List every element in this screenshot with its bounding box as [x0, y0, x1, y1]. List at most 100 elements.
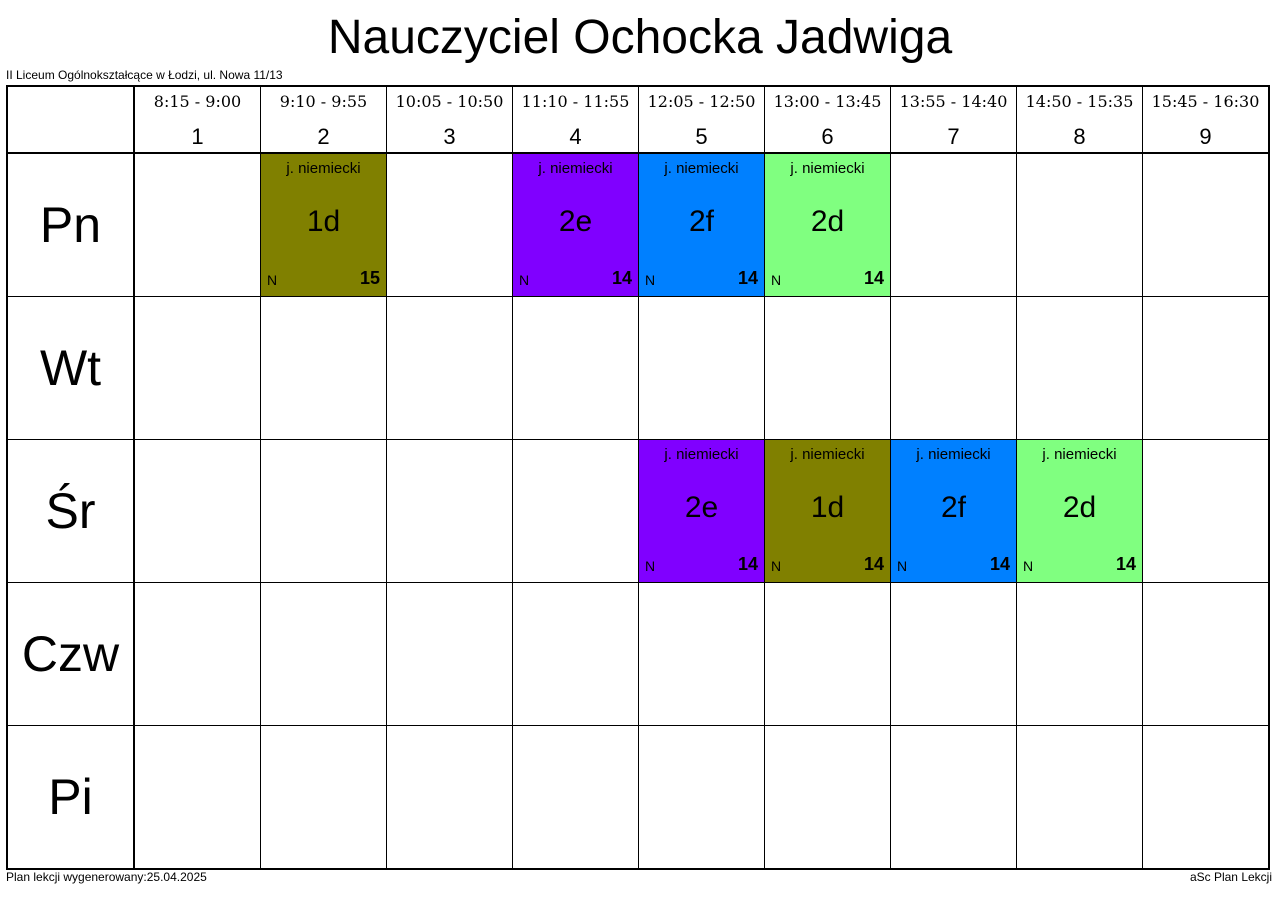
timetable-cell [512, 725, 639, 870]
timetable-cell [1142, 582, 1270, 726]
timetable-cell [890, 152, 1017, 297]
timetable-cell [386, 152, 513, 297]
timetable-cell [764, 296, 891, 440]
lesson-card: j. niemiecki 1d N 15 [261, 154, 386, 296]
timetable-cell: j. niemiecki 1d N 14 [764, 439, 891, 583]
period-number: 8 [1073, 124, 1086, 149]
day-row: Wt [6, 296, 1270, 440]
page-title: Nauczyciel Ochocka Jadwiga [327, 11, 953, 64]
period-time: 15:45 - 16:30 [1151, 92, 1260, 111]
timetable-cell: j. niemiecki 2e N 14 [512, 152, 639, 297]
timetable-cell [1016, 152, 1143, 297]
lesson-card: j. niemiecki 2d N 14 [1017, 440, 1142, 582]
timetable-cell: j. niemiecki 2f N 14 [638, 152, 765, 297]
timetable-cell [890, 296, 1017, 440]
period-time: 12:05 - 12:50 [647, 92, 756, 111]
timetable-cell [764, 582, 891, 726]
timetable-cell [1142, 296, 1270, 440]
timetable-cell [638, 296, 765, 440]
timetable-cell [133, 152, 261, 297]
lesson-group: N [771, 272, 782, 288]
period-header: 12:05 - 12:50 5 [638, 85, 765, 154]
timetable-cell [638, 582, 765, 726]
lesson-class: 2e [684, 491, 719, 524]
period-time: 9:10 - 9:55 [279, 92, 368, 111]
period-number: 7 [947, 124, 960, 149]
timetable-cell: j. niemiecki 2e N 14 [638, 439, 765, 583]
timetable-cell [386, 725, 513, 870]
day-row: Czw [6, 582, 1270, 726]
lesson-group: N [771, 558, 782, 574]
timetable-cell [1142, 725, 1270, 870]
period-time: 13:00 - 13:45 [773, 92, 882, 111]
school-name: II Liceum Ogólnokształcące w Łodzi, ul. … [6, 68, 283, 82]
period-time: 8:15 - 9:00 [153, 92, 242, 111]
timetable-cell [260, 725, 387, 870]
timetable-cell [386, 439, 513, 583]
period-time: 11:10 - 11:55 [521, 92, 630, 111]
period-header: 13:55 - 14:40 7 [890, 85, 1017, 154]
software-name: aSc Plan Lekcji [1189, 870, 1272, 884]
timetable-cell [638, 725, 765, 870]
timetable-cell [890, 582, 1017, 726]
lesson-room: 14 [737, 554, 758, 574]
lesson-subject: j. niemiecki [790, 160, 865, 177]
lesson-subject: j. niemiecki [538, 160, 613, 177]
timetable-cell: j. niemiecki 2d N 14 [1016, 439, 1143, 583]
lesson-room: 14 [737, 268, 758, 288]
lesson-card: j. niemiecki 2d N 14 [765, 154, 890, 296]
lesson-class: 2f [688, 205, 715, 238]
lesson-card: j. niemiecki 2f N 14 [891, 440, 1016, 582]
period-header-row: 8:15 - 9:00 1 9:10 - 9:55 2 10:05 - 10:50 3 11… [6, 85, 1270, 154]
timetable-cell [512, 439, 639, 583]
lesson-card: j. niemiecki 2e N 14 [513, 154, 638, 296]
day-label: Czw [6, 582, 135, 726]
period-number: 5 [695, 124, 708, 149]
timetable: 8:15 - 9:00 1 9:10 - 9:55 2 10:05 - 10:50 3 11… [6, 85, 1270, 870]
timetable-cell [764, 725, 891, 870]
lesson-class: 2d [1062, 491, 1097, 524]
lesson-subject: j. niemiecki [916, 446, 991, 463]
lesson-class: 2f [940, 491, 967, 524]
lesson-card: j. niemiecki 1d N 14 [765, 440, 890, 582]
timetable-cell [386, 296, 513, 440]
timetable-cell [512, 296, 639, 440]
day-label: Pn [6, 152, 135, 297]
day-label: Śr [6, 439, 135, 583]
day-label: Pi [6, 725, 135, 870]
timetable-cell [133, 725, 261, 870]
lesson-card: j. niemiecki 2f N 14 [639, 154, 764, 296]
timetable-cell [260, 439, 387, 583]
lesson-class: 2d [810, 205, 845, 238]
lesson-subject: j. niemiecki [1042, 446, 1117, 463]
lesson-group: N [1023, 558, 1034, 574]
period-header: 11:10 - 11:55 4 [512, 85, 639, 154]
lesson-room: 14 [863, 268, 884, 288]
lesson-group: N [645, 558, 656, 574]
timetable-cell [1016, 296, 1143, 440]
corner-cell [6, 85, 135, 154]
timetable-cell [1016, 582, 1143, 726]
period-number: 2 [317, 124, 330, 149]
lesson-group: N [519, 272, 530, 288]
timetable-cell: j. niemiecki 2d N 14 [764, 152, 891, 297]
lesson-subject: j. niemiecki [790, 446, 865, 463]
timetable-cell [260, 582, 387, 726]
period-time: 10:05 - 10:50 [395, 92, 504, 111]
timetable-cell [133, 439, 261, 583]
period-header: 13:00 - 13:45 6 [764, 85, 891, 154]
lesson-room: 14 [863, 554, 884, 574]
timetable-cell [133, 296, 261, 440]
timetable-cell [1142, 152, 1270, 297]
period-header: 9:10 - 9:55 2 [260, 85, 387, 154]
lesson-room: 14 [1115, 554, 1136, 574]
day-row: Pn j. niemiecki 1d N 15 j. niemiecki 2e N 14 j. n… [6, 152, 1270, 297]
period-time: 13:55 - 14:40 [899, 92, 1008, 111]
period-header: 8:15 - 9:00 1 [133, 85, 261, 154]
period-header: 14:50 - 15:35 8 [1016, 85, 1143, 154]
day-label: Wt [6, 296, 135, 440]
period-number: 6 [821, 124, 834, 149]
lesson-class: 1d [306, 205, 341, 238]
day-row: Pi [6, 725, 1270, 870]
lesson-group: N [897, 558, 908, 574]
